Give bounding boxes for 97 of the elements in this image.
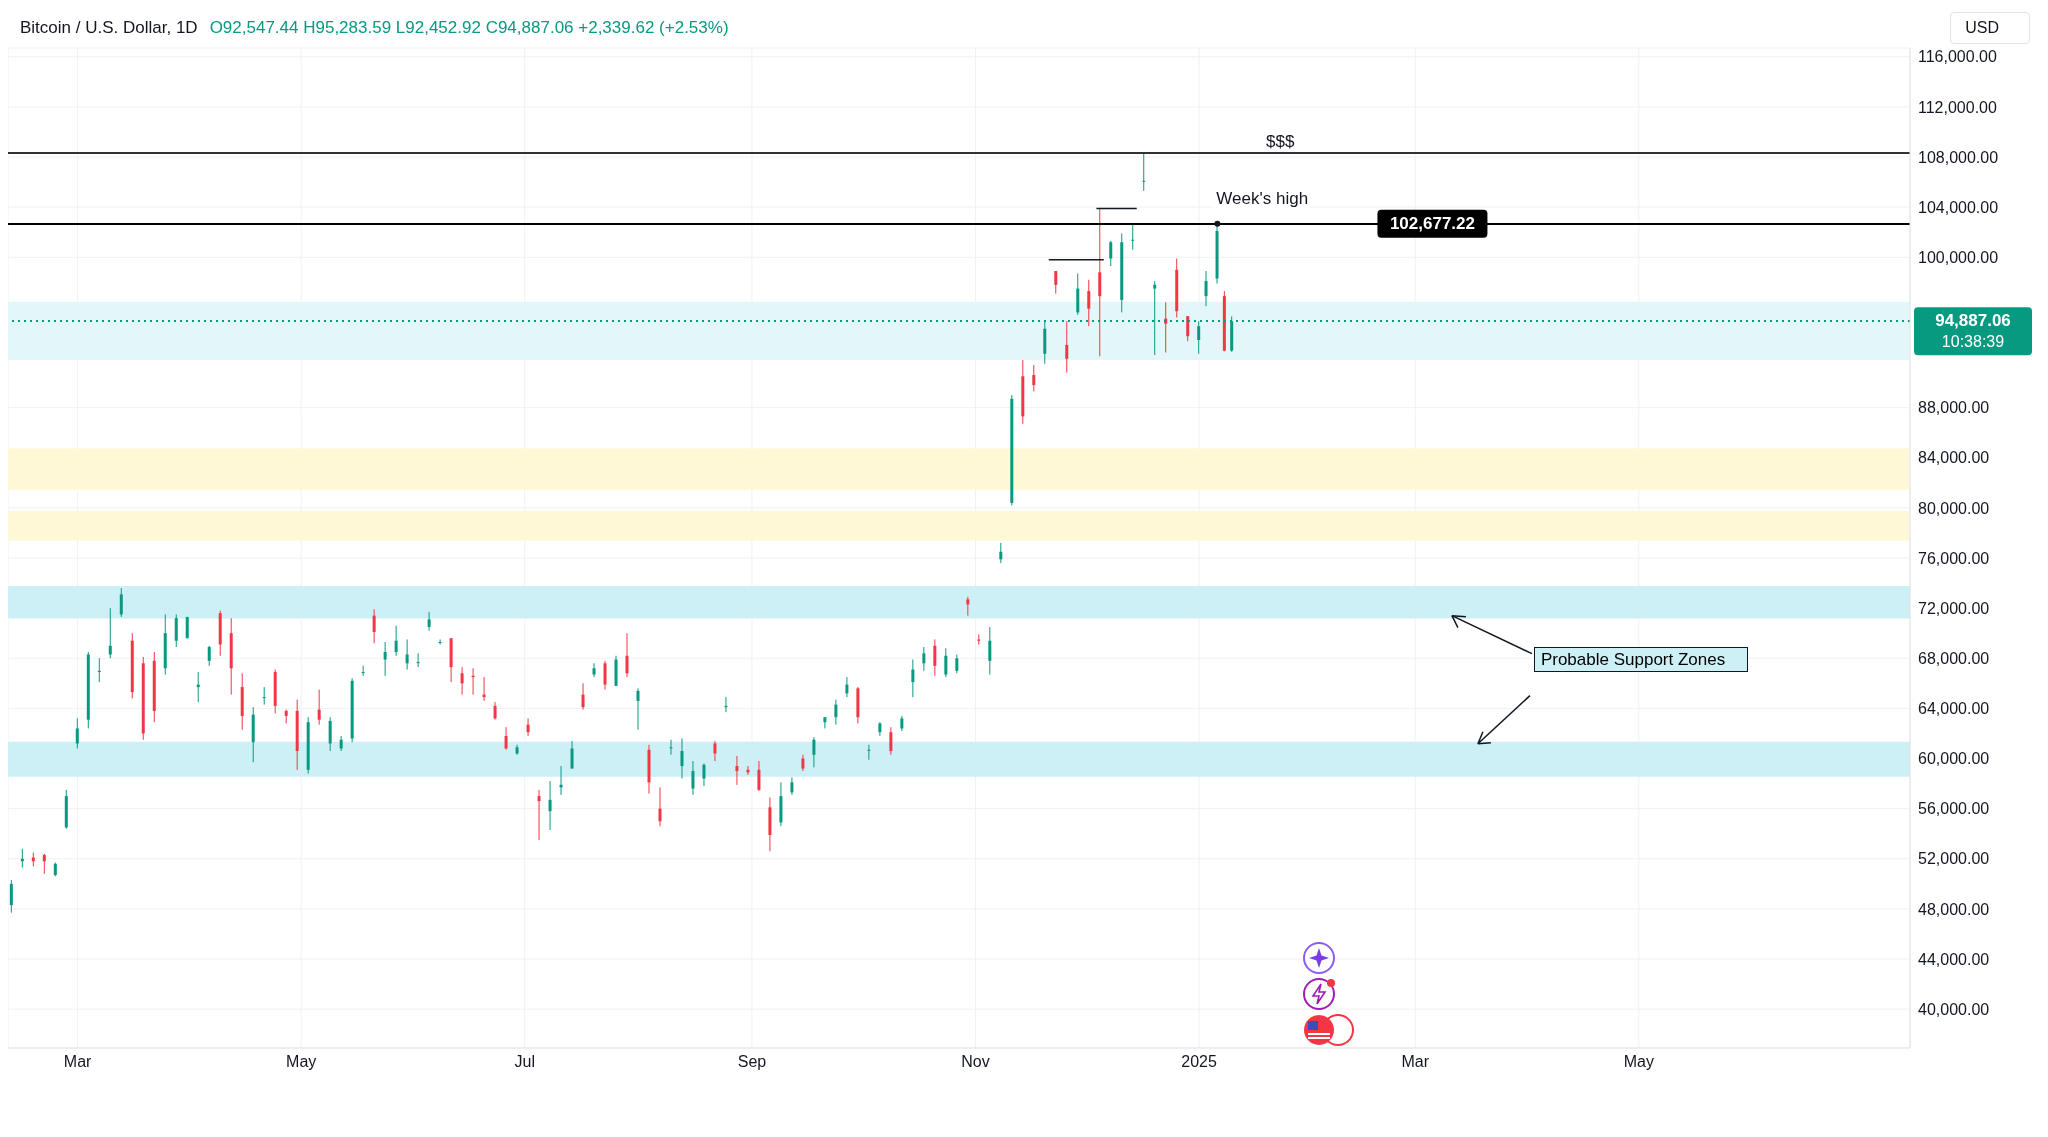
candlestick xyxy=(207,645,211,667)
y-tick-label: 80,000.00 xyxy=(1918,499,1990,517)
candlestick xyxy=(460,666,464,696)
candlestick xyxy=(328,716,332,752)
y-tick-label: 76,000.00 xyxy=(1918,549,1990,567)
candlestick xyxy=(889,726,893,756)
annotation: Week's high xyxy=(1216,188,1309,208)
candlestick xyxy=(823,716,827,729)
ref-line-label: 94,887.06 xyxy=(1935,311,2011,331)
x-tick-label: May xyxy=(1623,1053,1654,1071)
candlestick xyxy=(867,744,871,761)
candlestick xyxy=(174,613,178,648)
candlestick xyxy=(1142,152,1146,192)
candlestick xyxy=(581,682,585,711)
candlestick xyxy=(394,625,398,657)
candlestick xyxy=(416,652,420,668)
y-tick-label: 52,000.00 xyxy=(1918,850,1990,868)
candlestick xyxy=(955,654,959,674)
y-tick-label: 68,000.00 xyxy=(1918,649,1990,667)
candlestick xyxy=(526,717,530,737)
candlestick xyxy=(372,608,376,644)
x-tick-label: Nov xyxy=(961,1053,990,1071)
candlestick xyxy=(108,607,112,659)
candlestick xyxy=(988,626,992,676)
candlestick xyxy=(361,665,365,677)
y-tick-label: 104,000.00 xyxy=(1918,198,1999,216)
candlestick xyxy=(317,689,321,726)
candlestick xyxy=(845,676,849,698)
candlestick xyxy=(592,662,596,678)
candlestick xyxy=(383,641,387,677)
candlestick xyxy=(669,739,673,756)
chart-title: Bitcoin / U.S. Dollar, 1D xyxy=(20,18,198,37)
candlestick xyxy=(603,660,607,691)
candlestick xyxy=(1065,320,1069,374)
candlestick xyxy=(9,879,13,914)
y-tick-label: 112,000.00 xyxy=(1918,98,1997,116)
candlestick xyxy=(713,740,717,762)
y-tick-label: 64,000.00 xyxy=(1918,700,1990,718)
chart-subtitle: O92,547.44 H95,283.59 L92,452.92 C94,887.06 +2,339.62 (+2.53%) xyxy=(209,18,729,37)
y-tick-label: 60,000.00 xyxy=(1918,750,1990,768)
candlestick xyxy=(504,726,508,751)
ref-line-label: 102,677.22 xyxy=(1389,213,1475,233)
y-tick-label: 108,000.00 xyxy=(1918,148,1999,166)
candlestick xyxy=(75,717,79,749)
annotation: Probable Support Zones xyxy=(1533,646,1748,672)
candlestick xyxy=(944,647,948,678)
candlestick xyxy=(1204,270,1208,307)
candlestick xyxy=(570,740,574,770)
y-tick-label: 72,000.00 xyxy=(1918,599,1990,617)
candlestick xyxy=(757,760,761,792)
candlestick xyxy=(702,763,706,787)
candlestick xyxy=(933,638,937,677)
y-tick-label: 84,000.00 xyxy=(1918,449,1990,467)
candlestick xyxy=(625,632,629,678)
candlestick xyxy=(537,789,541,841)
candlestick xyxy=(1032,364,1036,392)
candlestick xyxy=(1054,270,1058,295)
y-tick-label: 56,000.00 xyxy=(1918,800,1990,818)
candlestick xyxy=(1109,240,1113,267)
candlestick xyxy=(42,853,46,875)
candlestick xyxy=(922,646,926,672)
y-tick-label: 44,000.00 xyxy=(1918,950,1990,968)
x-tick-label: 2025 xyxy=(1181,1053,1217,1071)
candlestick xyxy=(1076,273,1080,316)
candlestick xyxy=(658,786,662,827)
y-tick-label: 40,000.00 xyxy=(1918,1000,1990,1018)
candlestick xyxy=(1131,224,1135,251)
candlestick xyxy=(119,587,123,618)
x-tick-label: Mar xyxy=(1401,1053,1430,1071)
candlestick xyxy=(1186,315,1190,342)
candlestick xyxy=(680,737,684,780)
x-tick-label: May xyxy=(286,1053,317,1071)
candlestick xyxy=(548,780,552,831)
candlestick xyxy=(966,596,970,617)
candlestick xyxy=(405,638,409,671)
x-tick-label: Jul xyxy=(514,1053,535,1071)
y-tick-label: 88,000.00 xyxy=(1918,399,1990,417)
ref-line-label: $$$ xyxy=(1266,132,1295,152)
y-tick-label: 100,000.00 xyxy=(1918,248,1999,266)
candlestick xyxy=(691,760,695,796)
candlestick xyxy=(636,687,640,731)
candlestick xyxy=(1087,279,1091,327)
candlestick xyxy=(735,755,739,786)
text: 10:38:39 xyxy=(1941,333,2005,351)
candlestick xyxy=(812,736,816,768)
y-tick-label: 48,000.00 xyxy=(1918,900,1990,918)
x-tick-label: Mar xyxy=(63,1053,93,1071)
candlestick xyxy=(834,699,838,726)
text: USD xyxy=(1950,12,2030,44)
candlestick xyxy=(262,686,266,706)
candlestick xyxy=(911,659,915,698)
candlestick xyxy=(999,542,1003,564)
y-tick-label: 116,000.00 xyxy=(1918,48,1997,66)
x-tick-label: Sep xyxy=(737,1053,767,1071)
candlestick xyxy=(1098,207,1102,357)
candlestick xyxy=(427,611,431,632)
candlestick xyxy=(438,638,442,645)
